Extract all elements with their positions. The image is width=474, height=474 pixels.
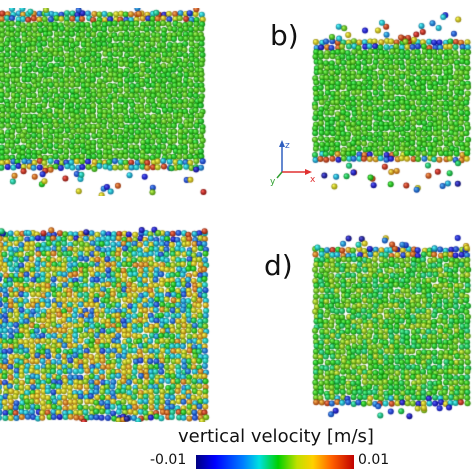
particle-panel-c (0, 226, 212, 422)
panel-label-d: d) (264, 249, 293, 282)
colorbar-max-label: 0.01 (358, 452, 390, 468)
panel-label-b: b) (270, 19, 299, 52)
particle-panel-b (310, 12, 474, 202)
colorbar-min-label: -0.01 (150, 452, 187, 468)
colorbar-title: vertical velocity [m/s] (178, 426, 374, 447)
axis-label-z: z (285, 141, 290, 151)
axis-label-x: x (310, 175, 316, 185)
colorbar (196, 455, 354, 469)
particle-panel-d (308, 234, 474, 420)
particle-panel-a (0, 8, 208, 196)
coordinate-axes-icon: z y x (270, 140, 316, 186)
axis-label-y: y (270, 177, 276, 186)
